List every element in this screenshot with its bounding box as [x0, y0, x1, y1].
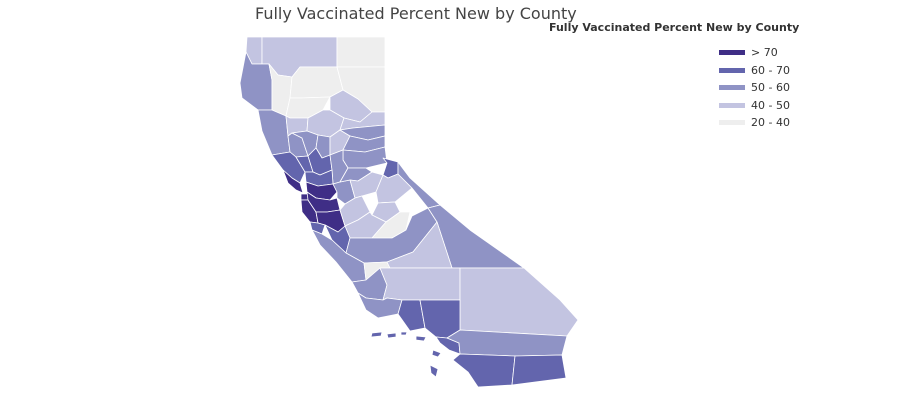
- legend-label: > 70: [751, 46, 778, 60]
- county-ventura[interactable]: [397, 299, 426, 332]
- legend-swatch: [719, 50, 745, 56]
- county-san-francisco[interactable]: [300, 193, 309, 201]
- county-san-bernardino[interactable]: [459, 267, 579, 337]
- legend-item[interactable]: 60 - 70: [719, 62, 790, 80]
- legend-swatch: [719, 85, 745, 91]
- channel-island: [415, 335, 427, 342]
- legend-item[interactable]: 50 - 60: [719, 79, 790, 97]
- county-san-diego[interactable]: [452, 353, 516, 388]
- county-shasta[interactable]: [289, 66, 344, 99]
- county-marin[interactable]: [282, 169, 304, 194]
- legend-label: 50 - 60: [751, 81, 790, 95]
- channel-island: [370, 331, 383, 338]
- legend-swatch: [719, 120, 745, 126]
- county-calaveras[interactable]: [349, 171, 384, 199]
- legend-items: > 70 60 - 70 50 - 60 40 - 50 20 - 40: [719, 44, 790, 132]
- county-los-angeles[interactable]: [419, 299, 461, 339]
- channel-island: [431, 349, 442, 358]
- legend-label: 20 - 40: [751, 116, 790, 130]
- channel-island: [386, 332, 397, 339]
- legend-item[interactable]: 40 - 50: [719, 97, 790, 115]
- channel-island: [400, 331, 408, 336]
- legend-label: 60 - 70: [751, 63, 790, 77]
- legend-swatch: [719, 67, 745, 73]
- legend: Fully Vaccinated Percent New by County >…: [549, 21, 800, 129]
- county-imperial[interactable]: [511, 354, 567, 386]
- legend-item[interactable]: > 70: [719, 44, 790, 62]
- channel-island: [429, 364, 439, 378]
- legend-title: Fully Vaccinated Percent New by County: [549, 21, 800, 34]
- legend-item[interactable]: 20 - 40: [719, 114, 790, 132]
- legend-swatch: [719, 102, 745, 108]
- county-tulare[interactable]: [386, 221, 453, 269]
- legend-label: 40 - 50: [751, 98, 790, 112]
- county-santa-cruz[interactable]: [309, 221, 326, 235]
- chart-title: Fully Vaccinated Percent New by County: [255, 4, 577, 23]
- county-mendocino[interactable]: [257, 109, 291, 156]
- county-kern[interactable]: [379, 267, 461, 301]
- county-modoc[interactable]: [336, 36, 386, 68]
